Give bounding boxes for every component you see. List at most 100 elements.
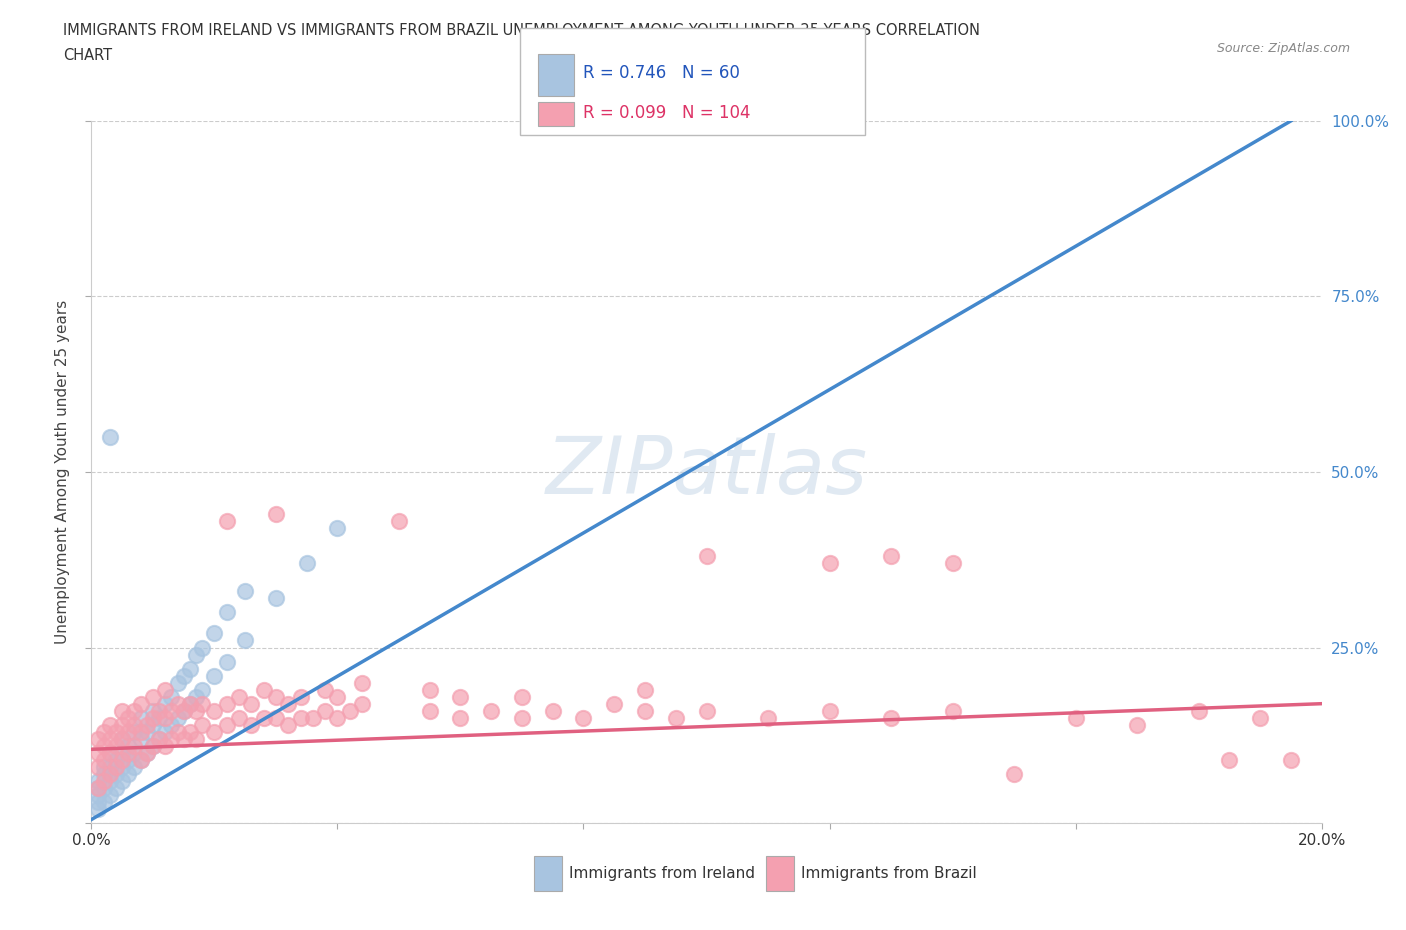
Point [215, 605, 238, 620]
Point [111, 717, 134, 732]
Point [153, 697, 177, 711]
Point [191, 683, 214, 698]
Y-axis label: Unemployment Among Youth under 25 years: Unemployment Among Youth under 25 years [55, 299, 70, 644]
Point [173, 703, 195, 718]
Text: IMMIGRANTS FROM IRELAND VS IMMIGRANTS FROM BRAZIL UNEMPLOYMENT AMONG YOUTH UNDER: IMMIGRANTS FROM IRELAND VS IMMIGRANTS FR… [63, 23, 980, 38]
Point [277, 717, 299, 732]
Point [117, 724, 139, 739]
Point [880, 711, 903, 725]
Point [173, 703, 195, 718]
Point [142, 717, 165, 732]
Point [111, 703, 134, 718]
Point [86, 788, 108, 803]
Point [179, 697, 201, 711]
Point [135, 746, 157, 761]
Point [86, 731, 108, 746]
Point [179, 724, 201, 739]
Point [111, 760, 134, 775]
Point [228, 689, 250, 704]
Point [314, 683, 336, 698]
Point [339, 703, 361, 718]
Point [1187, 703, 1209, 718]
Point [173, 731, 195, 746]
Point [541, 703, 564, 718]
Point [129, 724, 152, 739]
Point [111, 746, 134, 761]
Point [148, 703, 170, 718]
Point [105, 760, 127, 775]
Point [129, 752, 152, 767]
Point [124, 717, 146, 732]
Point [942, 556, 965, 571]
Point [117, 746, 139, 761]
Point [135, 746, 157, 761]
Point [215, 697, 238, 711]
Point [160, 689, 183, 704]
Point [111, 752, 134, 767]
Point [290, 689, 312, 704]
Text: CHART: CHART [63, 48, 112, 63]
Point [1279, 752, 1302, 767]
Point [117, 711, 139, 725]
Point [153, 738, 177, 753]
Point [326, 711, 349, 725]
Point [880, 549, 903, 564]
Point [449, 689, 471, 704]
Point [124, 746, 146, 761]
Point [240, 697, 263, 711]
Point [93, 780, 115, 795]
Point [86, 746, 108, 761]
Point [1249, 711, 1271, 725]
Point [184, 731, 207, 746]
Point [290, 711, 312, 725]
Point [818, 556, 841, 571]
Point [105, 780, 127, 795]
Point [86, 780, 108, 795]
Text: R = 0.746   N = 60: R = 0.746 N = 60 [583, 64, 741, 83]
Point [634, 683, 657, 698]
Text: R = 0.099   N = 104: R = 0.099 N = 104 [583, 104, 751, 123]
Point [117, 766, 139, 781]
Point [153, 683, 177, 698]
Point [603, 697, 626, 711]
Point [253, 683, 276, 698]
Point [124, 738, 146, 753]
Point [756, 711, 779, 725]
Point [135, 717, 157, 732]
Point [166, 711, 188, 725]
Point [202, 668, 225, 683]
Point [148, 731, 170, 746]
Point [153, 724, 177, 739]
Point [111, 774, 134, 789]
Point [419, 683, 441, 698]
Point [142, 689, 165, 704]
Point [572, 711, 595, 725]
Point [301, 711, 323, 725]
Point [350, 697, 373, 711]
Point [314, 703, 336, 718]
Point [93, 774, 115, 789]
Text: Source: ZipAtlas.com: Source: ZipAtlas.com [1216, 42, 1350, 55]
Point [86, 802, 108, 817]
Point [142, 703, 165, 718]
Point [166, 675, 188, 690]
Point [129, 697, 152, 711]
Point [191, 640, 214, 655]
Point [98, 746, 121, 761]
Text: Immigrants from Brazil: Immigrants from Brazil [801, 866, 977, 881]
Point [295, 556, 318, 571]
Point [117, 738, 139, 753]
Point [173, 668, 195, 683]
Point [129, 752, 152, 767]
Point [179, 661, 201, 676]
Point [93, 752, 115, 767]
Point [696, 549, 718, 564]
Point [1064, 711, 1087, 725]
Point [93, 794, 115, 809]
Point [264, 711, 287, 725]
Point [98, 774, 121, 789]
Point [388, 513, 411, 528]
Point [202, 724, 225, 739]
Point [166, 697, 188, 711]
Point [93, 760, 115, 775]
